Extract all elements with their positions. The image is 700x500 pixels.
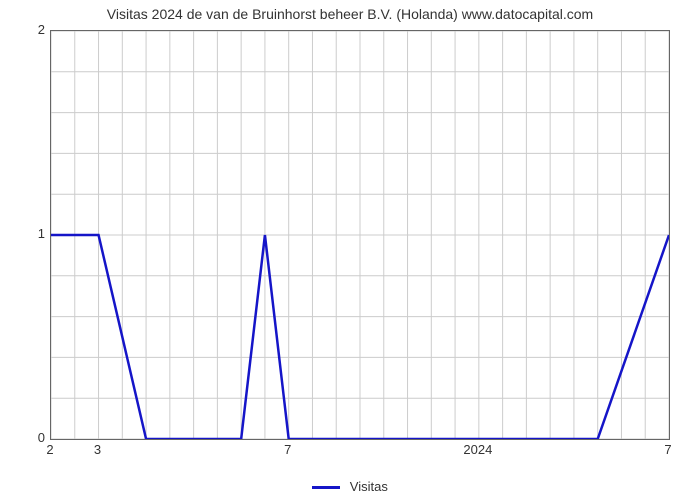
- y-tick-label: 2: [20, 22, 45, 37]
- x-tick-label: 2: [46, 442, 53, 457]
- legend: Visitas: [0, 479, 700, 494]
- x-tick-label: 2024: [463, 442, 492, 457]
- y-tick-label: 1: [20, 226, 45, 241]
- x-tick-label: 7: [664, 442, 671, 457]
- chart-title: Visitas 2024 de van de Bruinhorst beheer…: [0, 6, 700, 22]
- legend-swatch: [312, 486, 340, 489]
- x-tick-label: 7: [284, 442, 291, 457]
- x-tick-label: 3: [94, 442, 101, 457]
- y-tick-label: 0: [20, 430, 45, 445]
- plot-area: [50, 30, 670, 440]
- plot-svg: [51, 31, 669, 439]
- gridlines: [51, 31, 669, 439]
- legend-label: Visitas: [350, 479, 388, 494]
- chart-container: Visitas 2024 de van de Bruinhorst beheer…: [0, 0, 700, 500]
